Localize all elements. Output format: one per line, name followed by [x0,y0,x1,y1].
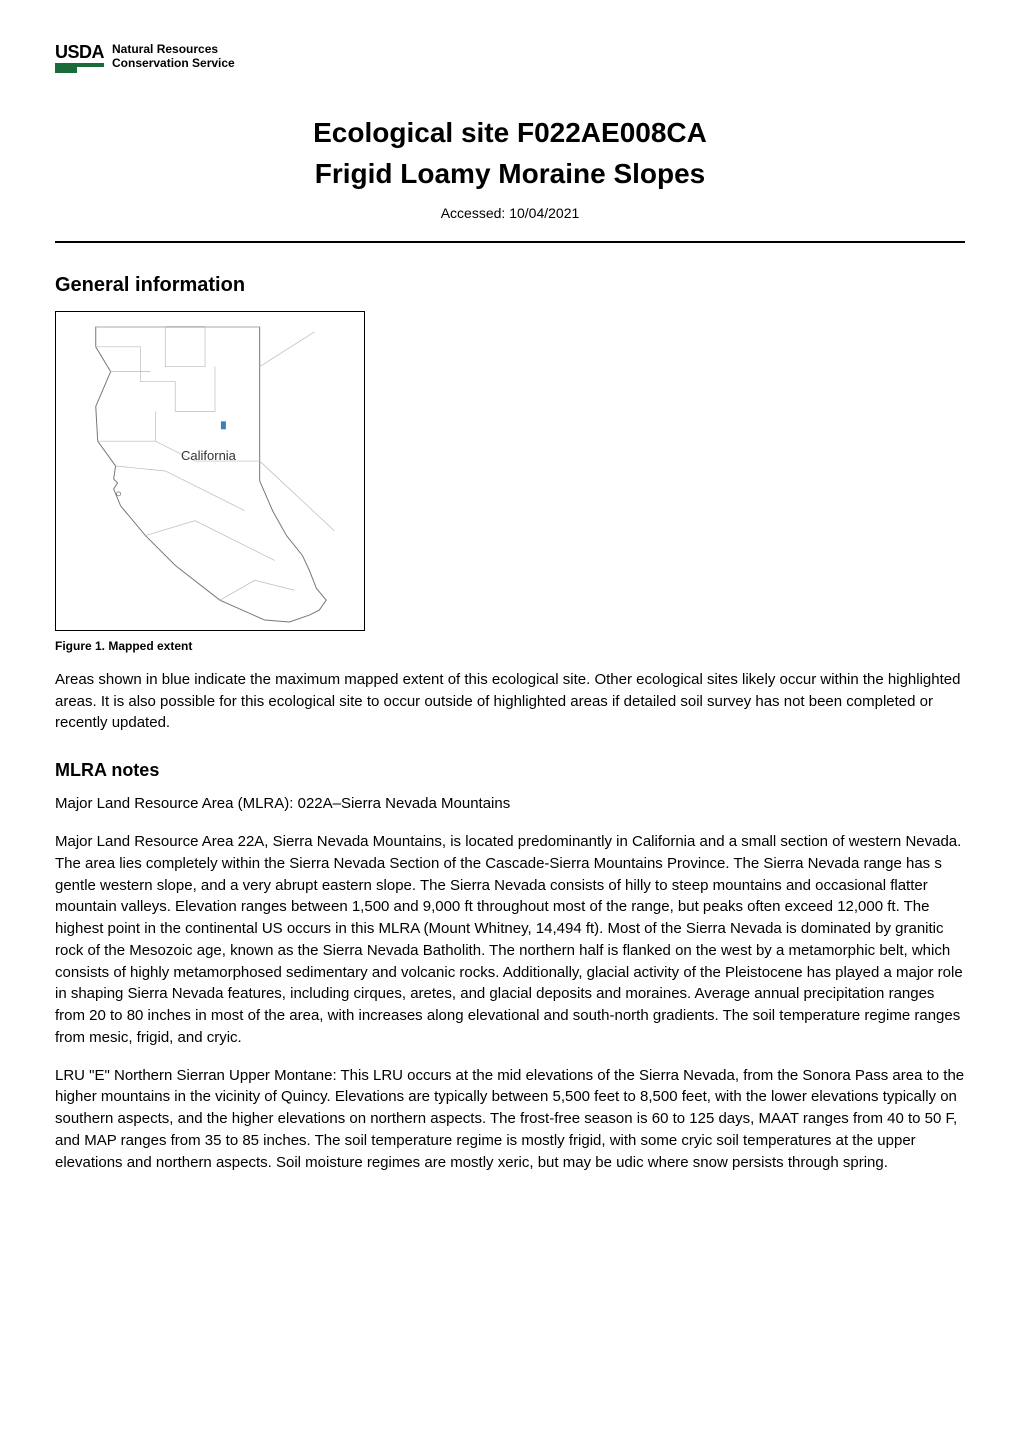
mlra-line: Major Land Resource Area (MLRA): 022A–Si… [55,793,965,815]
page-subtitle: Frigid Loamy Moraine Slopes [55,154,965,193]
section-general-information: General information [55,271,965,299]
agency-line1: Natural Resources [112,43,235,57]
mapped-extent-figure: California [55,311,365,631]
california-map-svg [56,312,364,630]
agency-name: Natural Resources Conservation Service [112,43,235,71]
agency-line2: Conservation Service [112,57,235,71]
mlra-paragraph-3: LRU "E" Northern Sierran Upper Montane: … [55,1065,965,1174]
horizontal-divider [55,241,965,243]
mlra-paragraph-2: Major Land Resource Area 22A, Sierra Nev… [55,831,965,1049]
usda-wordmark: USDA [55,42,104,67]
logo-green-bar-icon [55,67,77,73]
california-outline [96,327,327,622]
island-icon [117,492,121,496]
extent-highlight-marker [221,421,226,429]
section-mlra-notes: MLRA notes [55,758,965,783]
page-title: Ecological site F022AE008CA [55,113,965,152]
usda-mark: USDA [55,40,104,73]
extent-description: Areas shown in blue indicate the maximum… [55,669,965,734]
figure-caption: Figure 1. Mapped extent [55,638,965,655]
map-label-california: California [181,447,236,465]
agency-logo-block: USDA Natural Resources Conservation Serv… [55,40,965,73]
accessed-date: Accessed: 10/04/2021 [55,204,965,224]
